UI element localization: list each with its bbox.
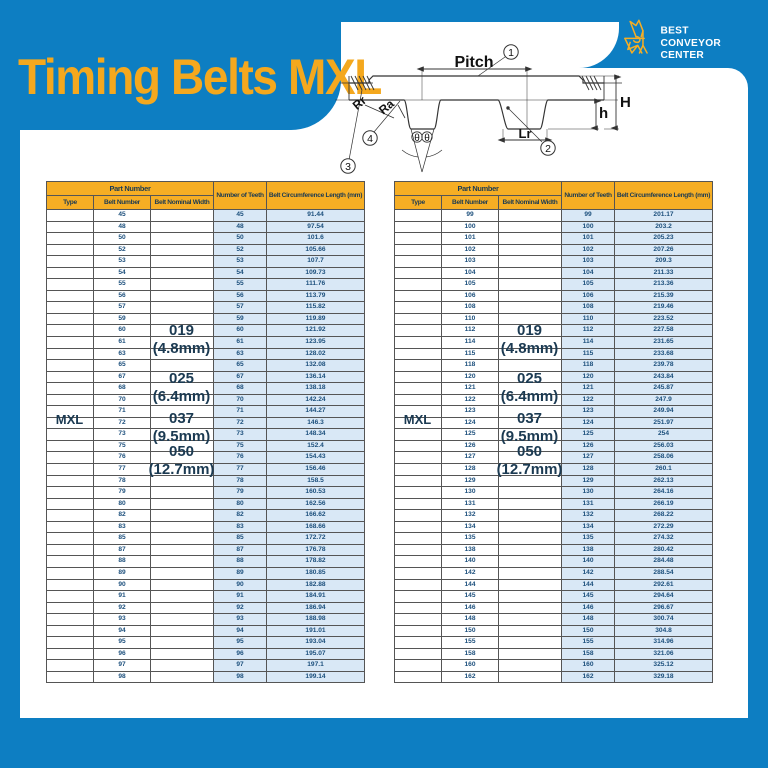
svg-text:θ: θ: [424, 133, 430, 144]
svg-text:h: h: [599, 105, 608, 122]
svg-text:θ: θ: [414, 133, 420, 144]
svg-text:3: 3: [345, 161, 351, 173]
svg-text:2: 2: [545, 143, 551, 155]
svg-text:Rr: Rr: [350, 93, 369, 113]
svg-text:1: 1: [508, 47, 514, 59]
svg-text:Pitch: Pitch: [454, 54, 493, 71]
svg-text:H: H: [620, 94, 631, 111]
svg-text:Lr: Lr: [519, 126, 532, 141]
svg-text:4: 4: [367, 133, 373, 145]
